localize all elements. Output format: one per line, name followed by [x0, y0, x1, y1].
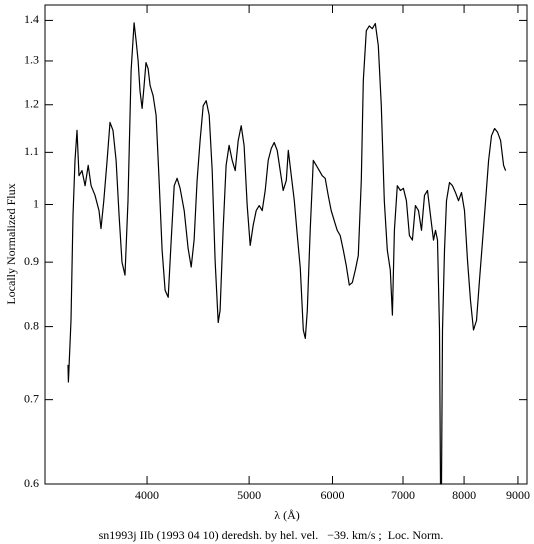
y-tick-label: 0.7	[24, 391, 39, 405]
y-tick-label: 0.9	[24, 254, 39, 268]
y-tick-label: 1.4	[24, 12, 39, 26]
y-tick-label: 1.3	[24, 53, 39, 67]
y-tick-label: 1.1	[24, 144, 39, 158]
caption: sn1993j IIb (1993 04 10) deredsh. by hel…	[99, 528, 444, 542]
spectrum-line	[67, 22, 507, 485]
y-tick-label: 0.6	[24, 476, 39, 490]
x-tick-label: 8000	[452, 488, 476, 502]
x-tick-label: 4000	[135, 488, 159, 502]
x-tick-label: 5000	[237, 488, 261, 502]
x-tick-label: 9000	[506, 488, 530, 502]
y-tick-label: 1	[33, 196, 39, 210]
y-tick-label: 0.8	[24, 318, 39, 332]
x-axis-label: λ (Å)	[274, 508, 299, 522]
y-tick-label: 1.2	[24, 97, 39, 111]
x-tick-label: 6000	[320, 488, 344, 502]
x-tick-label: 7000	[391, 488, 415, 502]
plot-frame	[44, 4, 528, 485]
y-axis-label: Locally Normalized Flux	[4, 183, 18, 304]
